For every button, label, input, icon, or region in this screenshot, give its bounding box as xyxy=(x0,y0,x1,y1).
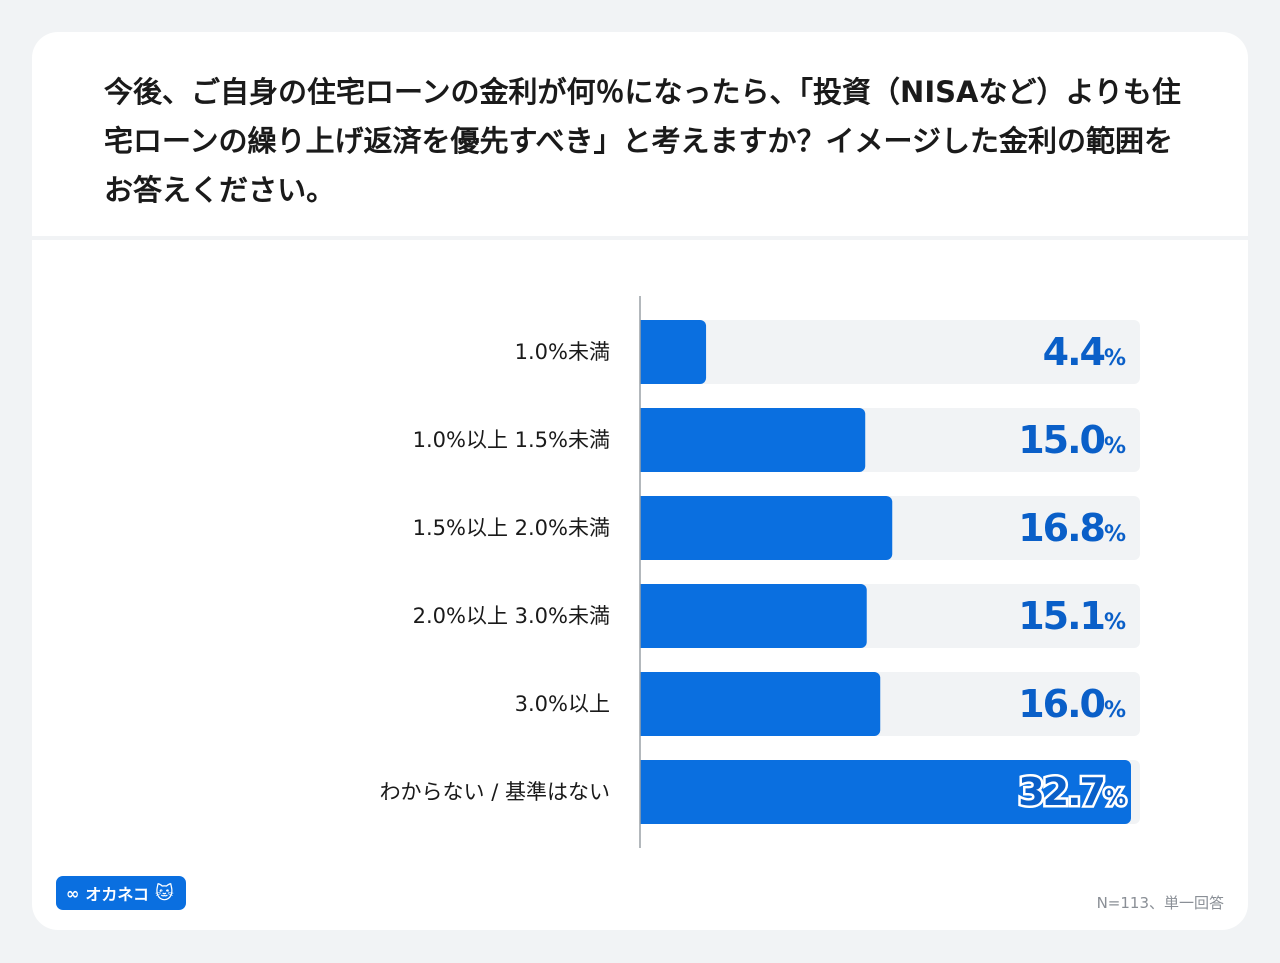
bar-edge xyxy=(640,672,648,736)
cat-icon: 🐱 xyxy=(155,882,174,904)
bar xyxy=(640,584,867,648)
category-label: 1.0%未満 xyxy=(515,340,610,364)
bar xyxy=(640,320,707,384)
sample-note: N=113、単一回答 xyxy=(1096,894,1224,912)
bar xyxy=(640,496,893,560)
bar-edge xyxy=(640,760,648,824)
logo-text: オカネコ xyxy=(85,885,150,904)
chart-card: 今後、ご自身の住宅ローンの金利が何％になったら、「投資（NISAなど）よりも住宅… xyxy=(32,32,1248,930)
bar-edge xyxy=(640,408,648,472)
bar-edge xyxy=(640,584,648,648)
okaneko-logo: ∞ オカネコ 🐱 xyxy=(56,876,186,910)
bar-track xyxy=(640,320,1140,384)
chart-title: 今後、ご自身の住宅ローンの金利が何％になったら、「投資（NISAなど）よりも住宅… xyxy=(104,75,1181,207)
category-label: 1.5%以上 2.0%未満 xyxy=(413,516,610,540)
value-label: 16.8% xyxy=(1018,506,1126,550)
value-label: 16.0% xyxy=(1018,682,1126,726)
value-label: 4.4% xyxy=(1043,330,1126,374)
category-label: わからない / 基準はない xyxy=(380,780,610,804)
bar xyxy=(640,672,881,736)
bar-chart: 1.0%未満 4.4% 1.0%以上 1.5%未満 15.0% 1.5%以上 2.0%未… xyxy=(380,296,1140,848)
category-label: 2.0%以上 3.0%未満 xyxy=(413,604,610,628)
value-label: 15.1% xyxy=(1018,594,1126,638)
value-label: 15.0% xyxy=(1018,418,1126,462)
infinity-icon: ∞ xyxy=(66,883,80,903)
category-label: 3.0%以上 xyxy=(515,692,610,716)
value-label: 32.7% xyxy=(1018,770,1126,814)
bar-edge xyxy=(640,320,648,384)
bar-edge xyxy=(640,496,648,560)
bar xyxy=(640,760,1131,824)
divider xyxy=(32,236,1248,240)
category-label: 1.0%以上 1.5%未満 xyxy=(413,428,610,452)
bar xyxy=(640,408,866,472)
